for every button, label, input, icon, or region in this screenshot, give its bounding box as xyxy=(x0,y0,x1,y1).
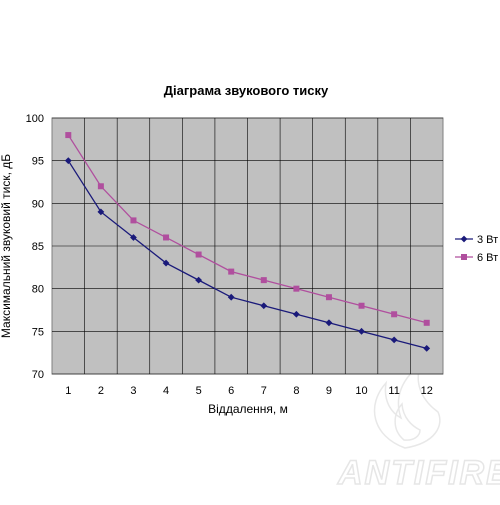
data-point xyxy=(195,276,203,284)
data-point xyxy=(260,302,268,310)
legend-label: 6 Вт xyxy=(477,252,498,264)
data-point xyxy=(325,319,333,327)
watermark: ANTIFIRE xyxy=(336,364,500,493)
x-tick-label: 9 xyxy=(326,385,332,397)
series-line xyxy=(67,134,427,324)
data-point xyxy=(358,302,365,309)
series-line xyxy=(67,160,427,350)
x-tick-label: 11 xyxy=(388,385,399,397)
data-point xyxy=(358,327,365,335)
data-point xyxy=(97,183,104,190)
y-tick-label: 85 xyxy=(32,241,44,253)
data-point xyxy=(97,208,105,216)
y-tick-label: 75 xyxy=(32,326,44,338)
data-point xyxy=(162,259,170,267)
flame-logo-icon xyxy=(373,364,441,449)
data-point xyxy=(390,336,398,344)
data-point xyxy=(227,293,235,301)
data-point xyxy=(260,277,267,284)
data-point xyxy=(130,234,137,241)
legend-label: 3 Вт xyxy=(477,234,498,246)
data-point xyxy=(325,294,332,301)
series-2 xyxy=(65,132,430,326)
y-tick-label: 70 xyxy=(32,369,44,381)
y-axis-ticks: 70 75 80 85 90 95 100 xyxy=(26,113,44,381)
x-tick-label: 12 xyxy=(421,385,433,397)
x-axis-label: Віддалення, м xyxy=(208,402,288,416)
legend-item: 6 Вт xyxy=(455,252,498,264)
x-axis-ticks: 1 2 3 4 5 6 7 8 9 10 11 12 xyxy=(65,385,433,397)
series-layer xyxy=(64,132,431,352)
data-point xyxy=(423,319,430,326)
x-tick-label: 4 xyxy=(163,385,169,397)
data-point xyxy=(130,217,137,224)
y-axis-label: Максимальний звуковий тиск, дБ xyxy=(0,154,13,338)
y-tick-label: 90 xyxy=(32,198,44,210)
data-point xyxy=(293,285,300,292)
x-tick-label: 8 xyxy=(293,385,299,397)
x-tick-label: 7 xyxy=(261,385,267,397)
data-point xyxy=(163,234,170,241)
series-1 xyxy=(64,157,431,352)
data-point xyxy=(228,268,235,275)
x-tick-label: 6 xyxy=(228,385,234,397)
x-tick-label: 1 xyxy=(65,385,71,397)
legend-marker xyxy=(460,235,468,243)
legend: 3 Вт 6 Вт xyxy=(455,234,498,264)
watermark-text: ANTIFIRE xyxy=(337,454,500,492)
y-tick-label: 100 xyxy=(26,113,44,125)
chart-title: Діаграма звукового тиску xyxy=(164,83,329,98)
x-tick-label: 2 xyxy=(98,385,104,397)
legend-item: 3 Вт xyxy=(455,234,498,246)
data-point xyxy=(64,157,72,165)
y-tick-label: 80 xyxy=(32,284,44,296)
data-point xyxy=(292,310,300,318)
legend-marker xyxy=(461,254,467,260)
data-point xyxy=(195,251,202,258)
data-point xyxy=(423,345,431,352)
x-tick-label: 10 xyxy=(355,385,367,397)
data-point xyxy=(65,132,72,139)
y-tick-label: 95 xyxy=(32,156,44,168)
x-tick-label: 3 xyxy=(130,385,136,397)
x-tick-label: 5 xyxy=(196,385,202,397)
data-point xyxy=(391,311,398,318)
